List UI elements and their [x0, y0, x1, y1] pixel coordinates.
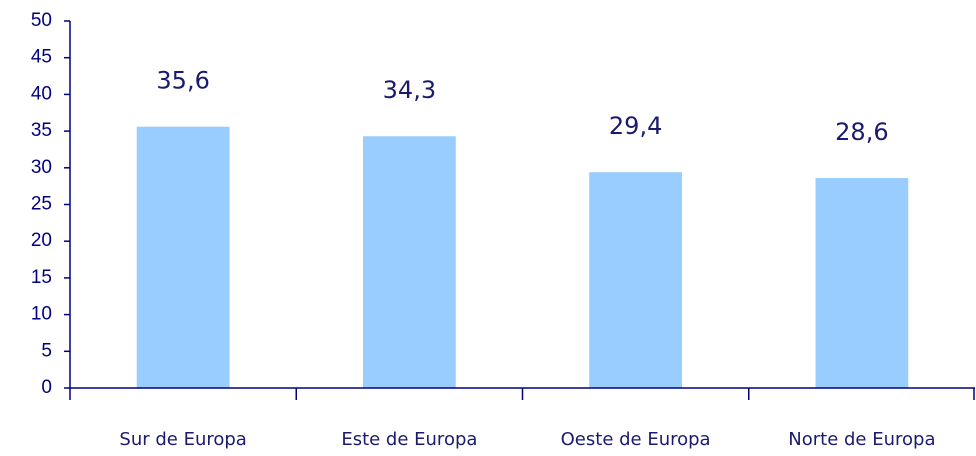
y-tick-label: 30: [31, 157, 52, 178]
value-label: 29,4: [609, 112, 662, 140]
x-tick-label: Este de Europa: [341, 429, 477, 450]
bar: [815, 178, 909, 388]
y-tick-label: 5: [41, 340, 52, 361]
bar: [136, 126, 230, 389]
bar: [362, 136, 456, 388]
y-tick-label: 0: [41, 377, 52, 398]
y-tick-label: 45: [31, 47, 52, 68]
y-tick-label: 15: [31, 267, 52, 288]
y-tick-label: 35: [31, 120, 52, 141]
y-tick-label: 40: [31, 83, 52, 104]
value-label: 34,3: [383, 76, 436, 104]
y-tick-label: 25: [31, 194, 52, 215]
value-label: 35,6: [156, 67, 209, 95]
value-label: 28,6: [835, 118, 888, 146]
bar: [589, 172, 683, 388]
x-tick-label: Sur de Europa: [119, 429, 246, 450]
x-tick-label: Norte de Europa: [788, 429, 935, 450]
y-tick-label: 10: [31, 304, 52, 325]
y-tick-label: 50: [31, 10, 52, 31]
x-tick-label: Oeste de Europa: [561, 429, 711, 450]
y-tick-label: 20: [31, 230, 52, 251]
